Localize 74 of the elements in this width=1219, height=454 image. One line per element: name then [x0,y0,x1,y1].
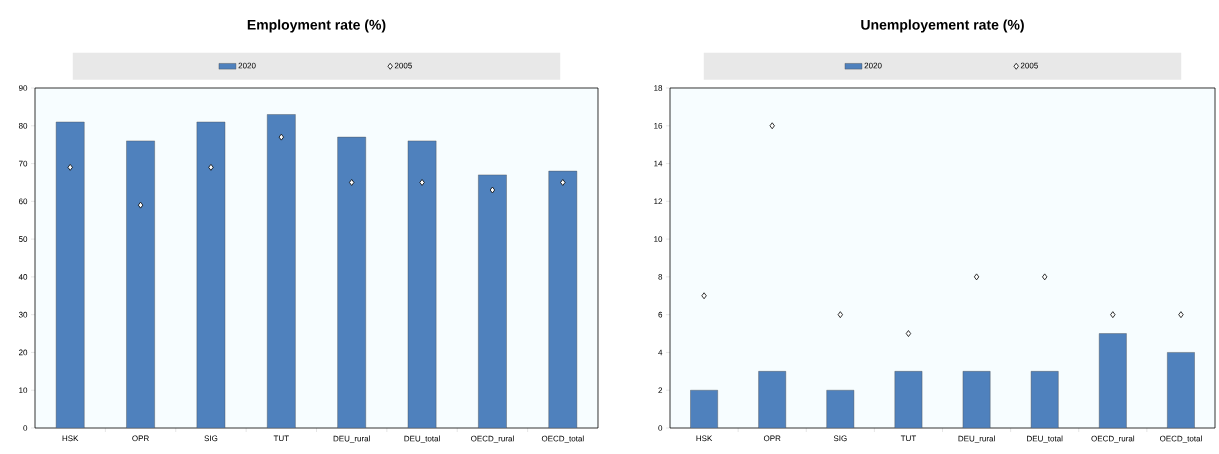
bar [1167,352,1195,428]
point [905,330,912,337]
y-tick-label: 50 [18,236,28,242]
x-tick-label: HSK [62,435,79,442]
x-tick-label: SIG [833,435,847,442]
bar [1030,371,1059,428]
y-tick-label: 30 [18,311,28,318]
point [837,311,843,319]
point [973,273,980,281]
bar [196,121,226,428]
y-tick-label: 10 [654,236,663,242]
point [1110,311,1116,319]
x-tick-label: TUT [273,435,289,442]
y-tick-label: 10 [19,387,28,394]
point [67,163,73,171]
y-tick-label: 60 [18,198,28,205]
legend-label: 2020 [238,62,256,69]
y-tick-label: 40 [18,274,28,280]
bar [126,140,155,428]
bar [758,371,787,428]
legend-label: 2005 [394,62,412,69]
y-tick-label: 8 [658,274,663,280]
point [278,133,284,141]
x-tick-label: DEU_rural [958,435,995,443]
y-tick-label: 18 [654,85,663,91]
point [137,201,144,209]
x-tick-label: OPR [132,435,149,442]
chart-title: Unemployement rate (%) [861,19,1024,33]
legend-label: 2020 [864,62,882,69]
y-tick-label: 6 [658,311,663,318]
y-tick-label: 12 [654,198,663,205]
bar [548,170,578,428]
point [489,186,496,194]
y-tick-label: 80 [18,122,28,129]
x-tick-label: SIG [204,435,218,442]
x-tick-label: OPR [763,435,781,442]
x-tick-label: DEU_total [1027,435,1063,443]
x-tick-label: TUT [900,435,917,442]
x-tick-label: OECD_rural [471,435,514,443]
point [419,179,425,186]
x-tick-label: OECD_total [541,435,584,443]
y-tick-label: 4 [658,349,663,356]
bar [1098,333,1127,428]
bar [478,174,507,428]
bar [267,114,296,428]
legend-label: 2005 [1020,62,1038,69]
bar [55,121,85,428]
point [701,292,707,300]
y-tick-label: 14 [654,160,663,167]
x-tick-label: HSK [696,435,713,442]
x-tick-label: OECD_rural [1091,435,1135,443]
y-tick-label: 20 [18,349,28,356]
bar [962,371,991,428]
y-tick-label: 0 [23,425,28,431]
y-tick-label: 2 [658,387,663,394]
bar [826,390,855,428]
bar [407,140,437,428]
point [1042,273,1048,281]
y-tick-label: 90 [18,85,28,91]
point [349,179,355,186]
bar [690,390,718,428]
y-tick-label: 0 [658,425,663,431]
x-tick-label: DEU_rural [333,435,370,443]
bar [894,371,923,428]
point [1178,311,1184,319]
bar [337,136,366,428]
point [208,163,214,171]
point [769,122,775,130]
x-tick-label: OECD_total [1159,435,1202,443]
x-tick-label: DEU_total [404,435,440,443]
chart-title: Employment rate (%) [247,19,386,33]
y-tick-label: 70 [18,160,28,167]
point [560,179,566,186]
y-tick-label: 16 [654,122,663,129]
